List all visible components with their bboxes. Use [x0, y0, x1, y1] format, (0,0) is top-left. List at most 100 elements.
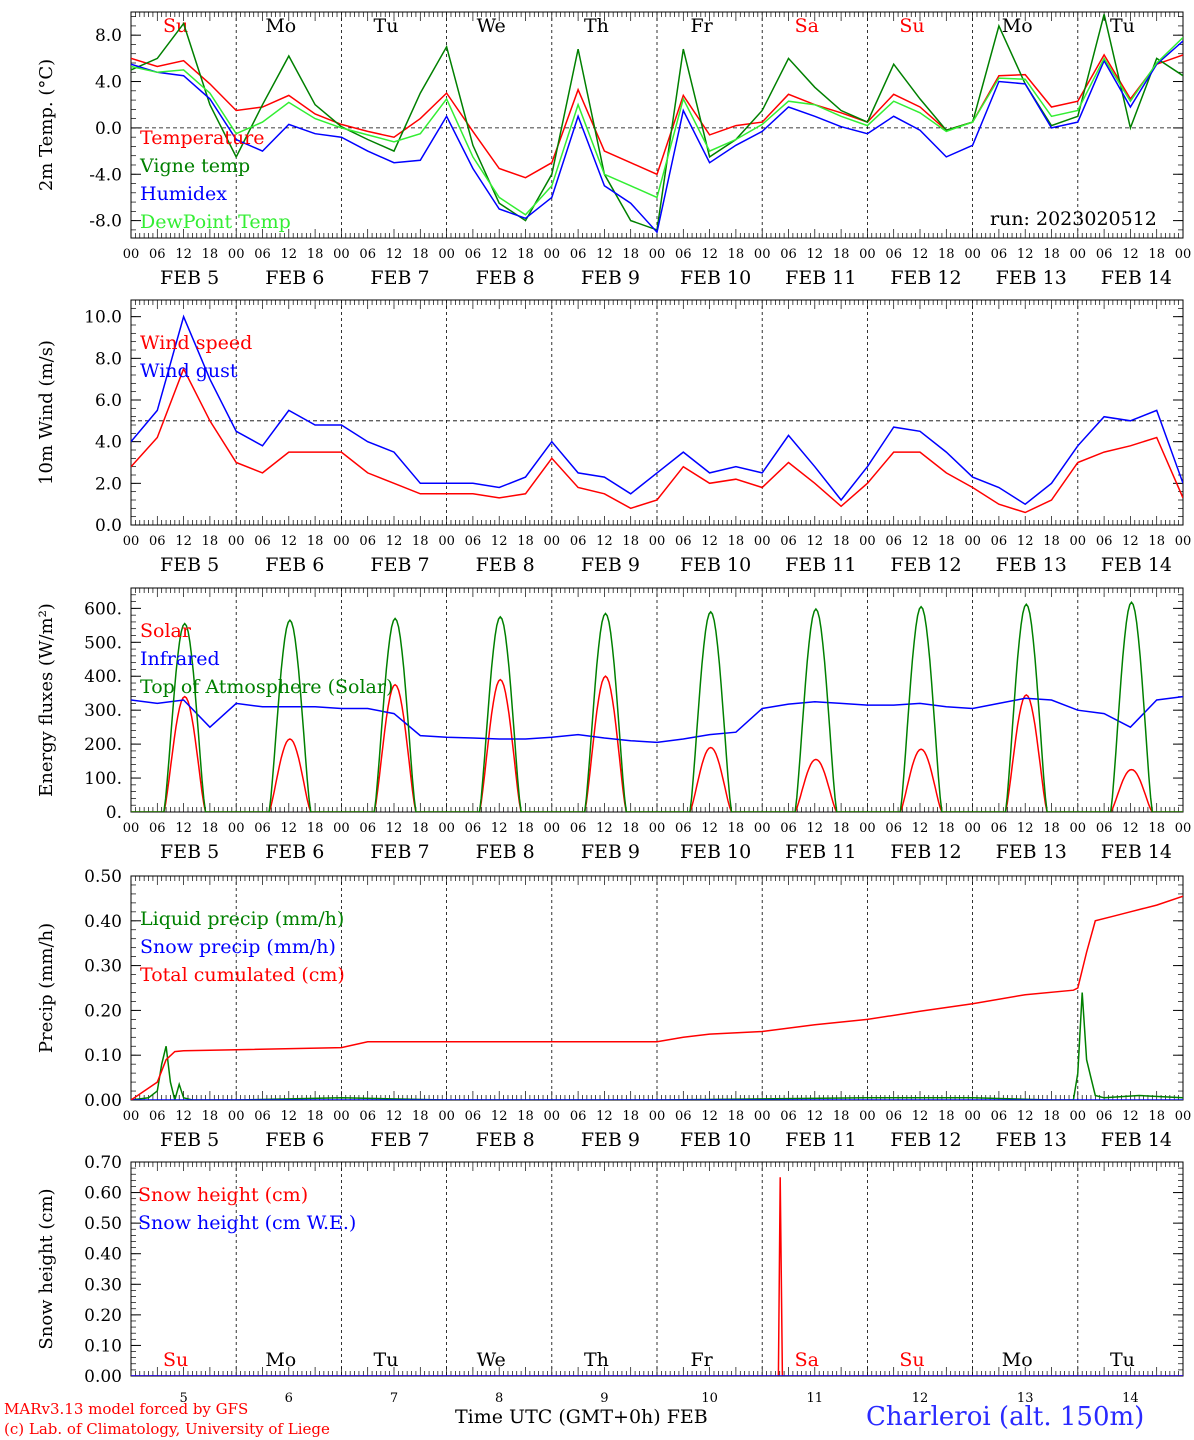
hour-tick-label: 00: [754, 821, 771, 836]
hour-tick-label: 12: [281, 821, 298, 836]
hour-tick-label: 06: [675, 534, 692, 549]
panel-5: 0.00 0.10 0.20 0.30 0.40 0.50 0.60 0.70 Snow hei…: [36, 1153, 1184, 1406]
hour-tick-label: 18: [1148, 821, 1165, 836]
hour-tick-label: 00: [438, 534, 455, 549]
hour-tick-label: 00: [754, 247, 771, 262]
hour-tick-label: 12: [1122, 1109, 1139, 1124]
date-label: FEB 10: [680, 841, 751, 863]
hour-tick-label: 12: [912, 1109, 929, 1124]
hour-tick-label: 00: [1175, 534, 1192, 549]
hour-tick-label: 00: [333, 534, 350, 549]
day-number-label: 9: [600, 1391, 608, 1406]
hour-tick-label: 00: [333, 1109, 350, 1124]
hour-tick-label: 12: [701, 1109, 718, 1124]
hour-tick-label: 18: [728, 534, 745, 549]
hour-tick-label: 00: [649, 821, 666, 836]
hour-tick-label: 18: [202, 534, 219, 549]
hour-tick-label: 06: [885, 1109, 902, 1124]
y-tick-label: 0.20: [84, 1306, 122, 1326]
hour-tick-label: 18: [517, 821, 534, 836]
hour-tick-label: 00: [544, 1109, 561, 1124]
hour-tick-label: 12: [1122, 247, 1139, 262]
legend-entry: Wind speed: [140, 332, 252, 354]
date-label: FEB 5: [160, 267, 219, 289]
hour-tick-label: 18: [202, 247, 219, 262]
hour-tick-label: 12: [807, 821, 824, 836]
hour-tick-label: 12: [281, 534, 298, 549]
hour-tick-label: 06: [1096, 534, 1113, 549]
weekday-label: Tu: [374, 1349, 399, 1371]
date-label: FEB 6: [265, 841, 324, 863]
date-label: FEB 13: [996, 841, 1067, 863]
y-tick-label: 0.70: [84, 1153, 122, 1173]
hour-tick-label: 18: [622, 821, 639, 836]
series-line: [131, 314, 1183, 506]
hour-tick-label: 18: [833, 534, 850, 549]
series-group: [131, 1177, 1183, 1376]
hour-tick-label: 06: [1096, 821, 1113, 836]
date-label: FEB 14: [1101, 554, 1172, 576]
hour-tick-label: 18: [517, 247, 534, 262]
hour-tick-label: 18: [412, 247, 429, 262]
hour-tick-label: 18: [412, 821, 429, 836]
day-number-label: 12: [912, 1391, 929, 1406]
day-number-label: 5: [179, 1391, 187, 1406]
hour-tick-label: 18: [1148, 1109, 1165, 1124]
hour-tick-label: 18: [1148, 534, 1165, 549]
run-label: run: 2023020512: [990, 208, 1157, 230]
date-label: FEB 12: [890, 841, 961, 863]
y-tick-label: 500.: [84, 633, 122, 653]
date-label: FEB 9: [581, 554, 640, 576]
date-label: FEB 10: [680, 267, 751, 289]
date-label: FEB 10: [680, 1129, 751, 1151]
hour-tick-label: 18: [517, 534, 534, 549]
date-label: FEB 7: [370, 267, 429, 289]
panel-4: 0.00 0.10 0.20 0.30 0.40 0.50 Precip (mm/h) 00 0…: [36, 867, 1191, 1151]
y-tick-label: 10.0: [84, 308, 122, 328]
date-label: FEB 11: [785, 267, 856, 289]
hour-tick-label: 18: [202, 1109, 219, 1124]
hour-tick-label: 00: [649, 247, 666, 262]
hour-tick-label: 18: [938, 247, 955, 262]
hour-tick-label: 18: [307, 247, 324, 262]
y-tick-label: 200.: [84, 735, 122, 755]
hour-tick-label: 18: [728, 821, 745, 836]
hour-tick-label: 00: [1070, 247, 1087, 262]
hour-tick-label: 00: [123, 534, 140, 549]
hour-tick-label: 06: [780, 247, 797, 262]
hour-tick-label: 06: [465, 821, 482, 836]
hour-tick-label: 18: [307, 821, 324, 836]
hour-tick-label: 06: [149, 534, 166, 549]
hour-tick-label: 18: [622, 534, 639, 549]
hour-tick-label: 12: [386, 1109, 403, 1124]
hour-tick-label: 06: [149, 247, 166, 262]
y-tick-label: 4.0: [95, 73, 122, 93]
y-tick-label: 2.0: [95, 474, 122, 494]
hour-tick-label: 00: [859, 534, 876, 549]
hour-tick-label: 12: [701, 534, 718, 549]
legend-entry: Solar: [140, 620, 192, 642]
hour-tick-label: 12: [807, 247, 824, 262]
legend-entry: Top of Atmosphere (Solar): [140, 676, 393, 698]
hour-tick-label: 06: [570, 247, 587, 262]
hour-tick-label: 18: [728, 247, 745, 262]
weekday-label: Fr: [690, 15, 713, 37]
panel-2: 0.0 2.0 4.0 6.0 8.0 10.0 10m Wind (m/s) 00 06 12 1…: [36, 299, 1192, 576]
hour-tick-label: 12: [807, 534, 824, 549]
date-label: FEB 11: [785, 841, 856, 863]
weekday-label: Mo: [265, 15, 296, 37]
date-label: FEB 9: [581, 1129, 640, 1151]
y-tick-label: 0.60: [84, 1184, 122, 1204]
y-tick-label: 100.: [84, 769, 122, 789]
weekday-label: Tu: [374, 15, 399, 37]
hour-tick-label: 12: [281, 1109, 298, 1124]
hour-tick-label: 06: [254, 247, 271, 262]
hour-tick-label: 00: [754, 1109, 771, 1124]
hour-tick-label: 00: [123, 247, 140, 262]
y-tick-label: 0.: [106, 803, 122, 823]
y-tick-label: 8.0: [95, 349, 122, 369]
weekday-label: Mo: [1002, 1349, 1033, 1371]
legend-entry: Vigne temp: [139, 155, 250, 177]
hour-tick-label: 06: [991, 821, 1008, 836]
hour-tick-label: 12: [386, 247, 403, 262]
